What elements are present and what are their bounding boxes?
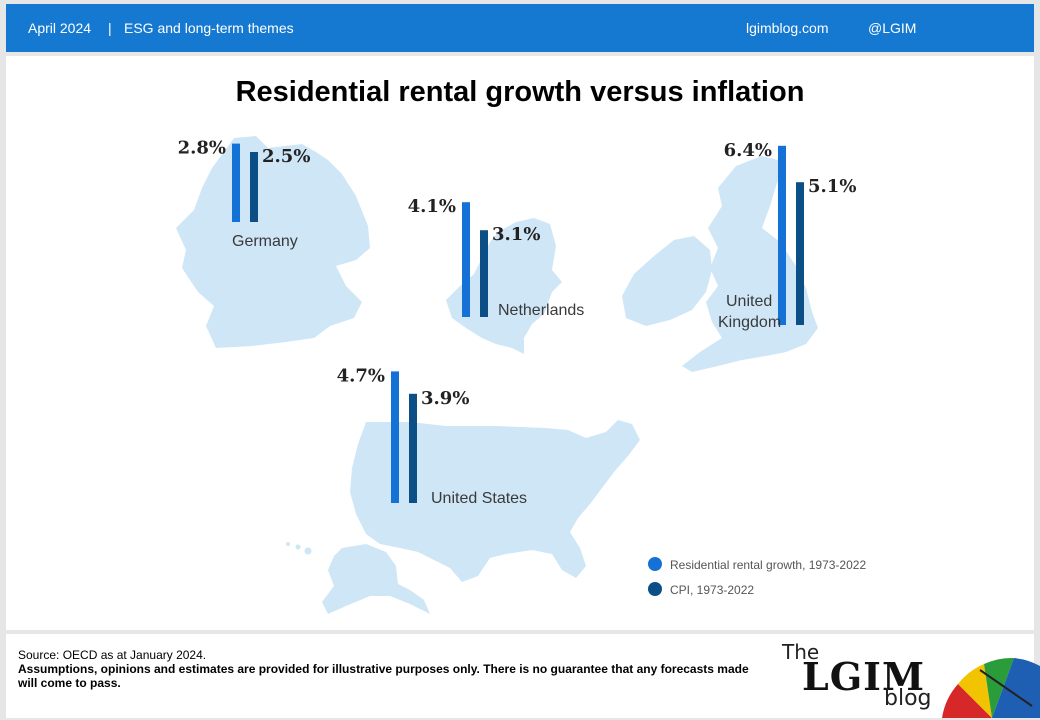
germany-map — [176, 136, 370, 348]
country-label-united-kingdom: United — [726, 293, 772, 310]
country-label-germany: Germany — [232, 233, 298, 250]
cpi-bar-united-states — [409, 393, 417, 503]
rental-growth-label-united-states: 4.7% — [337, 365, 385, 386]
cpi-label-united-kingdom: 5.1% — [808, 176, 856, 197]
country-label-united-states: United States — [431, 490, 527, 507]
ireland-map — [622, 236, 712, 326]
chart-canvas: 2.8% 2.5% Germany 4.1% 3.1% Netherlands 6.4% 5.… — [176, 136, 866, 614]
map-layer — [176, 136, 818, 614]
cpi-label-netherlands: 3.1% — [492, 224, 540, 245]
source-note: Source: OECD as at January 2024. — [18, 648, 207, 662]
rental-growth-bar-germany — [232, 143, 240, 222]
chart-panel: Residential rental growth versus inflati… — [6, 56, 1034, 630]
cpi-label-germany: 2.5% — [262, 146, 310, 167]
logo-the-text: The — [782, 640, 820, 664]
rental-growth-label-united-kingdom: 6.4% — [724, 140, 772, 161]
header-twitter-link[interactable]: @LGIM — [868, 20, 917, 36]
chart-legend: Residential rental growth, 1973-2022 CPI,… — [648, 557, 866, 597]
chart-title: Residential rental growth versus inflati… — [235, 76, 805, 108]
alaska-map — [322, 544, 430, 614]
logo-blog-text: blog — [884, 686, 932, 711]
legend-label-0: Residential rental growth, 1973-2022 — [670, 558, 866, 572]
cpi-bar-united-kingdom — [796, 182, 804, 325]
header-date: April 2024 — [28, 20, 92, 36]
legend-label-1: CPI, 1973-2022 — [670, 583, 754, 597]
hawaii-island — [304, 547, 312, 555]
rental-growth-label-germany: 2.8% — [178, 138, 226, 159]
netherlands-map — [446, 218, 562, 354]
umbrella-logo-icon — [942, 657, 1040, 718]
bars-layer — [232, 143, 804, 503]
hawaii-island — [286, 542, 290, 546]
rental-growth-bar-netherlands — [462, 202, 470, 317]
cpi-bar-germany — [250, 152, 258, 222]
legend-marker-1 — [648, 582, 662, 596]
header-topic-link[interactable]: ESG and long-term themes — [124, 20, 294, 36]
cpi-bar-netherlands — [480, 230, 488, 317]
country-label-netherlands: Netherlands — [498, 302, 584, 319]
rental-growth-label-netherlands: 4.1% — [408, 196, 456, 217]
header-site-link[interactable]: lgimblog.com — [746, 20, 829, 36]
logo-lgim-text: LGIM — [802, 654, 926, 699]
legend-marker-0 — [648, 557, 662, 571]
rental-growth-bar-united-states — [391, 371, 399, 503]
cpi-label-united-states: 3.9% — [421, 388, 469, 409]
rental-growth-bar-united-kingdom — [778, 145, 786, 325]
united-states-map — [350, 420, 640, 582]
footer: Source: OECD as at January 2024. Assumpt… — [6, 634, 1040, 718]
header-bar: April 2024 | ESG and long-term themes lg… — [6, 4, 1034, 52]
country-label-united-kingdom: Kingdom — [718, 314, 781, 331]
disclaimer-text: Assumptions, opinions and estimates are … — [18, 662, 749, 690]
labels-layer: 2.8% 2.5% Germany 4.1% 3.1% Netherlands 6.4% 5.… — [178, 138, 857, 507]
hawaii-island — [295, 544, 301, 550]
header-separator: | — [108, 20, 112, 36]
